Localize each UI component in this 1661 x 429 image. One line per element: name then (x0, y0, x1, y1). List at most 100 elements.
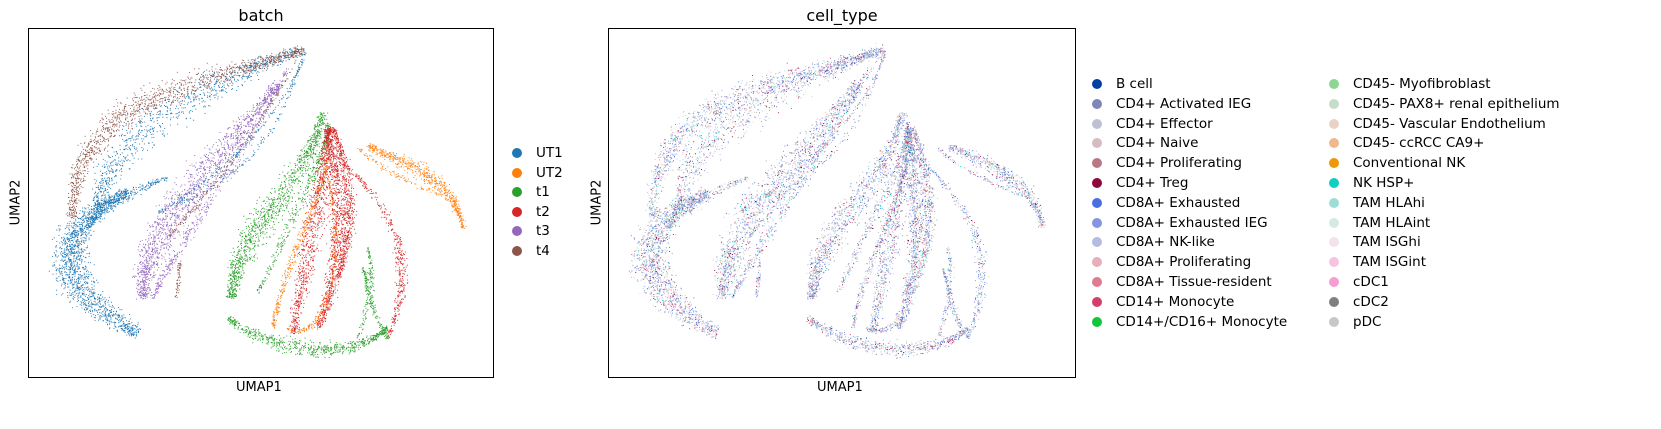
batch-point (88, 232, 90, 234)
batch-point (96, 209, 98, 211)
batch-point (163, 196, 165, 198)
batch-point (133, 92, 135, 94)
batch-point (81, 275, 83, 277)
batch-point (264, 62, 266, 64)
batch-point (295, 55, 297, 57)
batch-point (141, 140, 143, 142)
batch-point (76, 271, 78, 273)
batch-point (106, 166, 109, 168)
batch-point (81, 248, 83, 251)
batch-point (72, 176, 74, 178)
batch-point (81, 307, 83, 309)
batch-point (95, 211, 97, 213)
batch-point (199, 188, 201, 190)
batch-point (126, 110, 128, 112)
batch-point (76, 279, 78, 281)
batch-point (167, 98, 169, 100)
batch-point (84, 153, 86, 156)
batch-point (122, 196, 124, 198)
batch-point (112, 207, 114, 209)
batch-point (90, 289, 92, 291)
batch-point (161, 80, 163, 82)
batch-point (153, 182, 155, 184)
batch-point (217, 98, 219, 100)
batch-point (130, 190, 132, 192)
batch-point (74, 185, 76, 187)
batch-point (262, 64, 264, 66)
batch-point (74, 294, 76, 296)
batch-point (189, 191, 191, 193)
batch-point (126, 190, 128, 192)
batch-point (85, 306, 87, 309)
batch-point (70, 282, 72, 284)
batch-point (235, 121, 237, 123)
batch-point (73, 233, 75, 235)
batch-point (96, 180, 98, 182)
batch-point (163, 105, 165, 107)
batch-point (261, 56, 263, 58)
batch-point (195, 95, 197, 97)
batch-point (257, 65, 259, 67)
batch-point (91, 150, 93, 152)
batch-point (77, 240, 79, 242)
batch-point (282, 51, 284, 53)
batch-point (188, 96, 190, 98)
batch-point (77, 281, 79, 283)
batch-point (131, 110, 133, 113)
batch-point (275, 56, 277, 58)
batch-point (170, 117, 172, 119)
batch-point (95, 217, 98, 219)
batch-point (159, 88, 161, 90)
batch-point (86, 159, 88, 161)
batch-point (60, 254, 62, 256)
batch-point (136, 125, 138, 127)
batch-point (98, 309, 100, 311)
batch-point (130, 112, 132, 114)
batch-point (58, 270, 60, 272)
batch-point (149, 112, 152, 114)
batch-point (257, 74, 259, 77)
batch-point (55, 273, 57, 275)
batch-point (217, 71, 219, 73)
batch-point (187, 93, 189, 95)
batch-point (103, 149, 105, 151)
batch-point (180, 111, 183, 113)
batch-point (153, 245, 156, 247)
batch-point (104, 315, 106, 317)
batch-point (290, 55, 292, 57)
batch-point (266, 57, 268, 59)
batch-point (95, 191, 97, 193)
batch-point (124, 156, 126, 159)
batch-point (84, 217, 86, 220)
batch-point (209, 88, 211, 90)
batch-point (294, 75, 297, 77)
batch-point (227, 176, 229, 178)
batch-point (95, 303, 97, 305)
batch-point (175, 116, 177, 118)
batch-point (84, 175, 86, 178)
batch-point (218, 90, 220, 92)
batch-point (64, 243, 66, 245)
batch-point (177, 94, 179, 96)
batch-point (121, 315, 123, 317)
batch-point (111, 128, 113, 130)
batch-point (204, 84, 206, 86)
batch-point (134, 324, 136, 326)
batch-point (162, 93, 164, 95)
batch-point (59, 247, 61, 249)
batch-point (300, 49, 302, 51)
batch-point (88, 288, 90, 290)
batch-point (74, 222, 76, 224)
batch-point (152, 183, 154, 185)
batch-point (263, 67, 266, 69)
batch-point (164, 205, 166, 207)
batch-point (82, 275, 84, 277)
batch-point (222, 159, 224, 162)
batch-point (76, 233, 78, 236)
batch-point (80, 222, 82, 224)
batch-point (118, 189, 120, 191)
batch-point (64, 244, 66, 246)
batch-point (78, 184, 80, 186)
batch-point (74, 231, 76, 234)
batch-point (64, 285, 67, 287)
